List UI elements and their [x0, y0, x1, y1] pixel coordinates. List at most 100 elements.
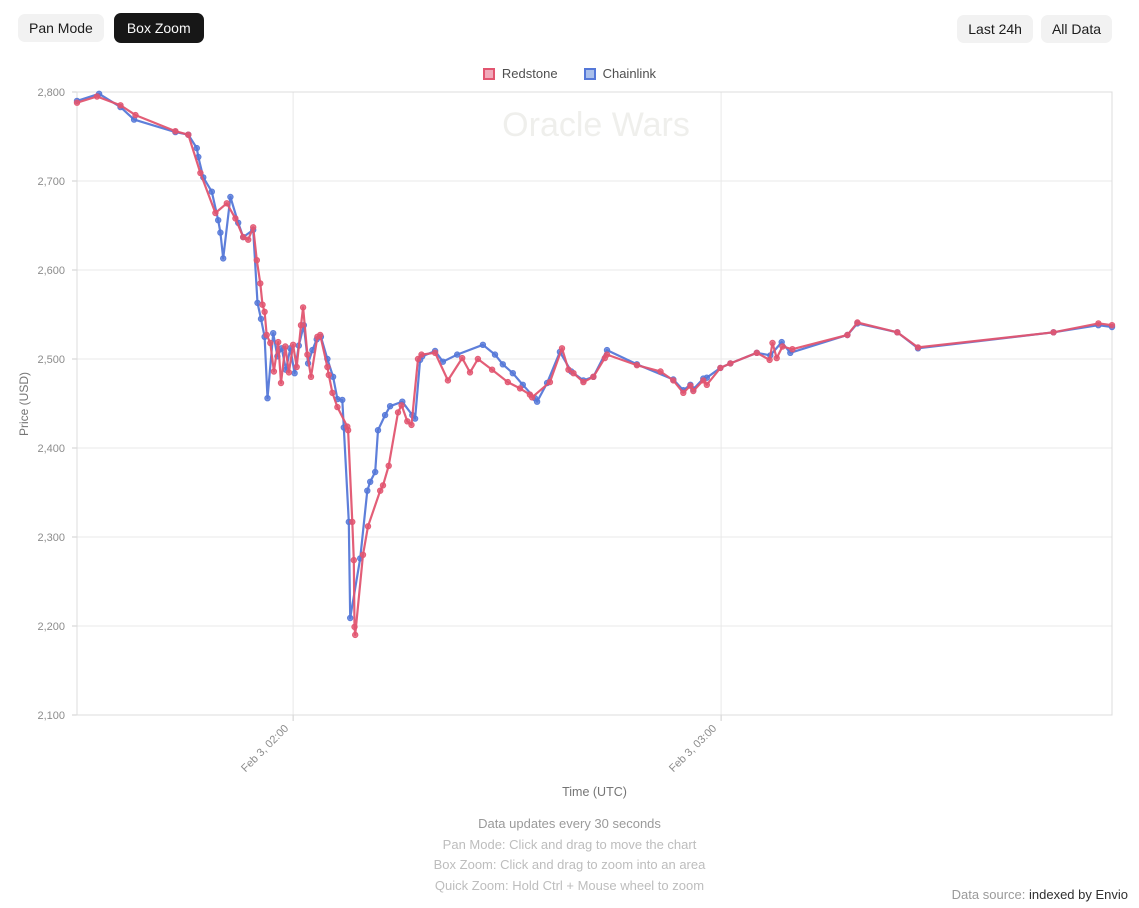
pan-mode-button[interactable]: Pan Mode [18, 14, 104, 42]
redstone-point [93, 93, 101, 100]
redstone-point [293, 363, 300, 371]
y-tick-label: 2,100 [37, 710, 65, 722]
chainlink-point [215, 217, 222, 224]
redstone-point [289, 341, 297, 348]
redstone-point [250, 224, 257, 231]
redstone-point [546, 378, 554, 386]
redstone-point [297, 322, 305, 329]
y-tick-label: 2,400 [37, 443, 65, 455]
redstone-point [197, 169, 204, 177]
redstone-point [844, 331, 851, 339]
chainlink-point [381, 411, 389, 419]
redstone-point [431, 349, 439, 356]
x-tick-label: Feb 3, 03:00 [667, 723, 719, 775]
legend-item-chainlink[interactable]: Chainlink [583, 66, 657, 81]
chainlink-point [499, 361, 506, 368]
redstone-point [364, 523, 372, 530]
chart-legend: Redstone Chainlink [0, 66, 1139, 81]
redstone-point [633, 362, 641, 369]
redstone-point [766, 356, 773, 364]
redstone-point [558, 345, 566, 352]
price-chart[interactable]: Oracle Wars 2,100 2,200 2,300 2,400 2,500 2,60… [0, 0, 1139, 810]
redstone-point [285, 369, 293, 376]
redstone-point [350, 556, 357, 564]
redstone-point [516, 385, 524, 392]
chainlink-point [374, 427, 382, 434]
redstone-point [257, 280, 264, 287]
chainlink-point [491, 351, 499, 358]
redstone-point [245, 236, 252, 243]
chainlink-point [347, 614, 354, 622]
chainlink-point [220, 255, 227, 262]
all-data-button[interactable]: All Data [1040, 15, 1112, 43]
redstone-point [1050, 329, 1057, 336]
redstone-point [379, 482, 387, 489]
redstone-point [418, 351, 425, 358]
chainlink-swatch-icon [583, 67, 596, 80]
chainlink-point [364, 487, 371, 494]
x-axis-title: Time (UTC) [562, 785, 627, 799]
data-source-link[interactable]: indexed by Envio [1028, 887, 1128, 902]
redstone-point [351, 623, 358, 631]
redstone-point [267, 339, 274, 347]
y-tick-label: 2,700 [37, 176, 65, 188]
redstone-point [727, 360, 734, 367]
chainlink-point [291, 370, 298, 377]
chainlink-point [367, 478, 374, 485]
chainlink-point [257, 315, 265, 323]
redstone-line [75, 95, 1114, 637]
redstone-point [680, 389, 687, 396]
redstone-point [769, 339, 776, 347]
redstone-point [259, 301, 266, 308]
redstone-point [185, 131, 192, 138]
redstone-point [377, 487, 384, 494]
y-tick-label: 2,300 [37, 532, 65, 544]
box-zoom-button[interactable]: Box Zoom [113, 13, 204, 43]
chainlink-line [75, 92, 1114, 620]
redstone-point [385, 462, 392, 469]
redstone-point [329, 389, 336, 396]
chainlink-point [454, 351, 461, 358]
legend-label-redstone: Redstone [501, 66, 558, 81]
redstone-point [914, 344, 922, 351]
legend-item-redstone[interactable]: Redstone [482, 66, 558, 81]
redstone-point [352, 631, 359, 639]
box-zoom-instruction: Box Zoom: Click and drag to zoom into an… [433, 857, 706, 872]
y-tick-label: 2,500 [37, 354, 65, 366]
redstone-point [528, 394, 536, 401]
redstone-point [690, 387, 697, 395]
redstone-point [687, 382, 694, 389]
redstone-point [670, 377, 677, 384]
range-toolbar: Last 24h All Data [957, 15, 1112, 43]
chainlink-point [208, 188, 216, 195]
redstone-point [703, 381, 710, 388]
redstone-point [334, 403, 341, 411]
redstone-point [73, 99, 81, 106]
redstone-point [359, 551, 367, 558]
redstone-point [317, 331, 324, 339]
redstone-point [263, 331, 270, 339]
chainlink-point [509, 370, 516, 377]
chainlink-point [217, 229, 224, 236]
redstone-point [459, 354, 466, 362]
legend-label-chainlink: Chainlink [602, 66, 657, 81]
redstone-point [504, 378, 511, 386]
y-tick-label: 2,200 [37, 621, 65, 633]
redstone-point [854, 319, 861, 326]
last-24h-button[interactable]: Last 24h [957, 15, 1033, 43]
redstone-point [344, 427, 352, 434]
redstone-point [240, 233, 247, 241]
redstone-point [717, 364, 724, 372]
x-tick-label: Feb 3, 02:00 [239, 723, 291, 775]
chart-instructions: Data updates every 30 seconds Pan Mode: … [0, 814, 1139, 896]
redstone-point [789, 346, 796, 353]
data-source-prefix: Data source: [951, 887, 1026, 902]
chainlink-point [227, 193, 234, 201]
redstone-point [349, 518, 356, 526]
redstone-point [700, 377, 707, 384]
redstone-point [277, 379, 285, 387]
redstone-point [894, 329, 901, 336]
redstone-point [657, 368, 664, 375]
redstone-point [1095, 320, 1102, 327]
y-axis-title: Price (USD) [17, 372, 31, 436]
